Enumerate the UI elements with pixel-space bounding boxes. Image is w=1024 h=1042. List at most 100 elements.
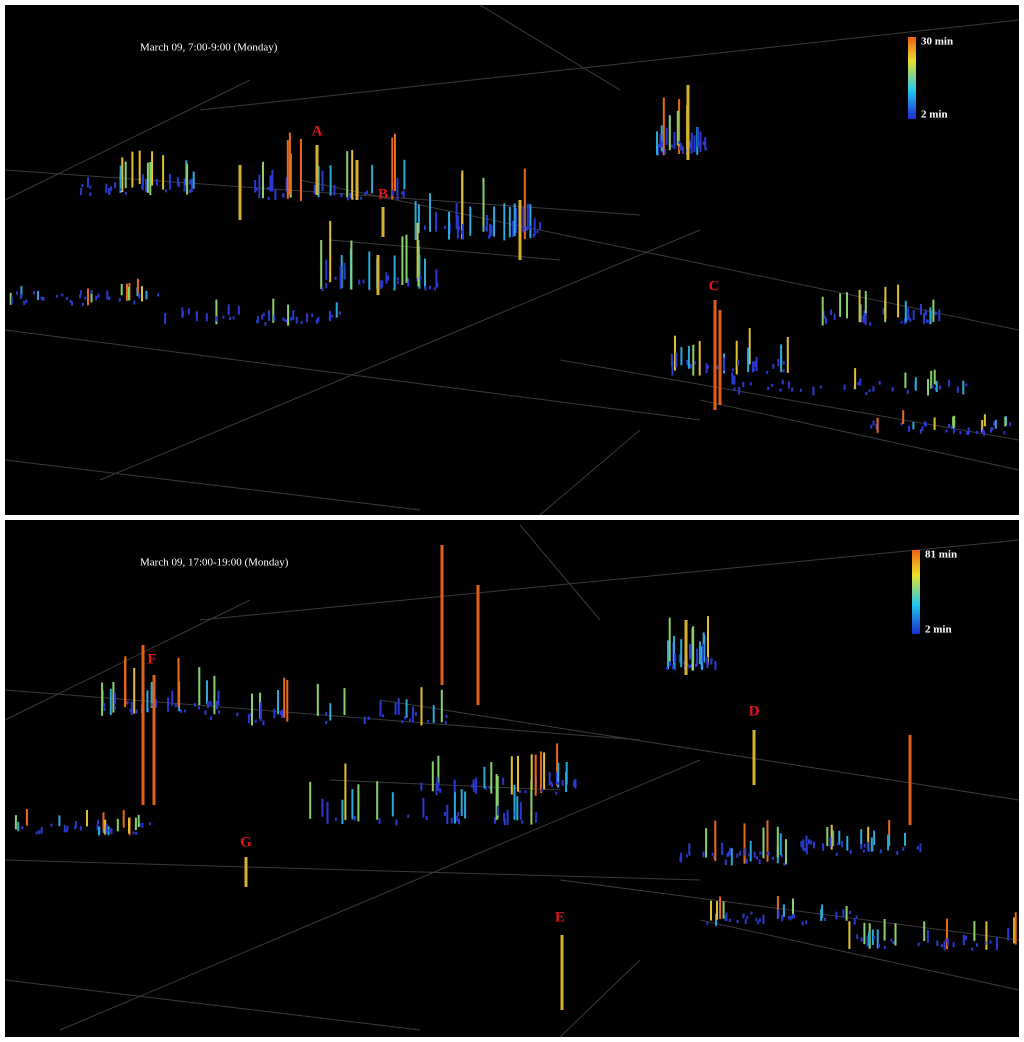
bar (674, 662, 677, 671)
bar (279, 711, 282, 715)
bar (721, 842, 724, 855)
bar (706, 662, 709, 666)
bar (676, 110, 679, 146)
bar (453, 791, 456, 824)
bar (206, 701, 209, 708)
bar (423, 225, 426, 230)
bar (726, 852, 729, 857)
bar (706, 921, 709, 925)
bar (396, 178, 399, 200)
bar (440, 545, 444, 685)
bar (508, 206, 511, 238)
bar (710, 658, 713, 662)
bar (678, 654, 681, 663)
bar (555, 791, 558, 795)
marker-label: D (749, 703, 760, 719)
bar (456, 815, 459, 822)
bar (670, 354, 673, 367)
bar (526, 203, 529, 230)
road (99, 229, 701, 481)
bar (946, 918, 948, 950)
bar (435, 783, 438, 796)
bar (738, 386, 741, 395)
bar (746, 916, 749, 920)
bar (16, 291, 18, 295)
bar (290, 317, 293, 321)
bar (74, 821, 77, 828)
bar (934, 311, 937, 316)
bar (190, 178, 193, 193)
bar (344, 763, 347, 820)
bar (833, 313, 836, 320)
bar (882, 307, 885, 315)
bar (710, 660, 713, 665)
bar (132, 831, 135, 835)
bar (129, 708, 132, 712)
road (4, 599, 251, 721)
bar (733, 375, 736, 385)
bar (782, 369, 785, 373)
road (559, 879, 1020, 941)
bar (819, 385, 822, 389)
bar (702, 643, 705, 663)
bar (180, 709, 182, 713)
bar (96, 824, 99, 831)
bar (316, 319, 318, 323)
bar (744, 848, 747, 856)
bar (776, 826, 779, 858)
bar (934, 387, 937, 391)
bar (151, 151, 154, 186)
bar (437, 755, 440, 785)
bar (714, 660, 717, 670)
bar (84, 296, 87, 300)
bar (879, 849, 882, 854)
road (699, 399, 1020, 471)
bar (213, 675, 216, 715)
bar (113, 692, 116, 705)
bar (262, 161, 264, 199)
bar (472, 779, 475, 787)
bar (522, 206, 525, 233)
bar (326, 802, 329, 824)
bar (820, 909, 823, 922)
bar (145, 290, 148, 300)
bar (551, 784, 554, 787)
bar (512, 220, 515, 237)
bar (801, 921, 804, 926)
bar (870, 424, 873, 429)
bar (824, 315, 827, 319)
bar (689, 364, 692, 369)
bar (912, 422, 915, 430)
bar (32, 290, 35, 295)
bar (1014, 912, 1017, 945)
bar (124, 191, 127, 195)
bar (707, 365, 709, 369)
bar (767, 852, 770, 856)
bar (923, 312, 926, 325)
bar (411, 706, 414, 723)
bar (475, 777, 478, 794)
bar (138, 150, 141, 184)
bar (288, 132, 291, 195)
bar (924, 309, 927, 316)
bar (524, 790, 527, 794)
bar (87, 288, 89, 306)
bar (989, 940, 992, 944)
bar (772, 364, 775, 369)
bar (990, 429, 992, 433)
bar (714, 820, 717, 861)
bar (114, 182, 116, 189)
bar (394, 133, 396, 192)
bar (981, 420, 984, 433)
bar (488, 785, 491, 789)
bar (445, 714, 448, 718)
roads (4, 4, 1020, 1038)
bar (405, 699, 408, 718)
bar (921, 426, 924, 431)
bar (994, 419, 997, 429)
bar (777, 358, 780, 367)
bar (864, 291, 867, 316)
bar (695, 663, 697, 667)
bar (983, 430, 986, 436)
bar (164, 189, 167, 193)
